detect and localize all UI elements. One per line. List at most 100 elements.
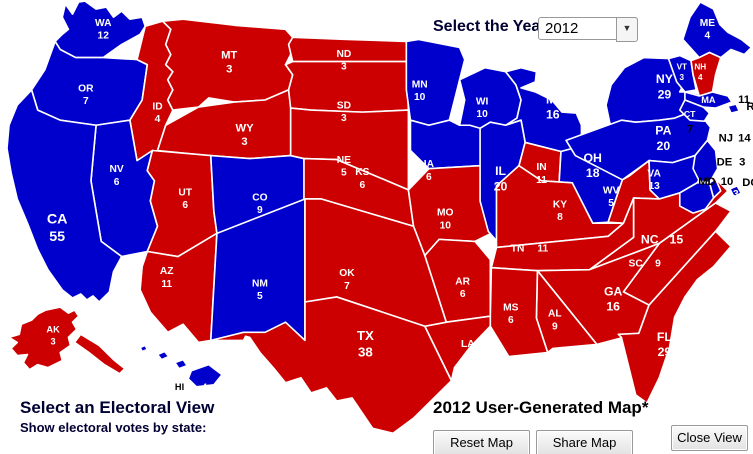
svg-text:55: 55 [49,229,65,245]
svg-text:16: 16 [546,108,560,122]
svg-text:9: 9 [257,205,263,216]
svg-text:5: 5 [608,198,614,209]
svg-text:IN: IN [536,162,546,173]
svg-text:MT: MT [221,50,237,62]
svg-text:OH: OH [584,151,602,165]
svg-text:20: 20 [494,179,508,193]
svg-text:MA: MA [701,95,716,105]
svg-text:20: 20 [657,139,671,153]
svg-text:FL: FL [657,330,673,344]
svg-text:ND: ND [337,49,352,60]
svg-text:3: 3 [51,336,56,346]
svg-text:MS: MS [503,303,519,314]
svg-text:TN: TN [511,244,525,255]
svg-text:11: 11 [161,279,172,290]
svg-text:HI: HI [175,382,184,392]
svg-text:4: 4 [155,114,161,125]
svg-text:RI: RI [746,101,753,113]
svg-text:AL: AL [548,309,562,320]
svg-text:PA: PA [655,124,671,138]
svg-text:6: 6 [460,289,466,300]
svg-text:16: 16 [606,300,620,314]
svg-text:13: 13 [648,181,660,192]
svg-text:12: 12 [98,30,110,41]
svg-text:3: 3 [739,157,745,169]
svg-text:3: 3 [680,73,685,82]
svg-text:UT: UT [178,188,192,199]
svg-text:CA: CA [47,212,68,228]
svg-text:OR: OR [78,83,94,94]
svg-text:6: 6 [508,315,514,326]
svg-text:VA: VA [647,168,661,179]
svg-text:14: 14 [738,132,751,144]
svg-text:38: 38 [358,345,373,360]
svg-text:3: 3 [341,113,347,124]
svg-text:NY: NY [656,72,673,86]
svg-text:3: 3 [226,63,232,75]
svg-text:OK: OK [339,268,355,279]
svg-text:3: 3 [241,136,247,148]
svg-text:SD: SD [337,101,351,112]
svg-text:15: 15 [670,232,684,246]
svg-text:NH: NH [694,63,706,72]
svg-text:11: 11 [536,175,547,186]
svg-text:5: 5 [257,291,263,302]
svg-text:IL: IL [495,164,506,178]
svg-text:9: 9 [655,259,661,270]
svg-text:CO: CO [252,193,267,204]
svg-text:AR: AR [455,276,470,287]
svg-text:NM: NM [252,278,268,289]
svg-text:NV: NV [109,164,123,175]
svg-text:MI: MI [546,93,560,107]
svg-text:10: 10 [440,220,452,231]
svg-text:6: 6 [114,177,120,188]
svg-text:SC: SC [629,259,644,270]
svg-text:KS: KS [355,167,369,178]
svg-text:ID: ID [152,102,162,113]
svg-text:AK: AK [46,324,60,334]
svg-text:10: 10 [476,109,488,120]
svg-text:MD: MD [698,176,715,188]
svg-text:NE: NE [337,155,351,166]
svg-text:WV: WV [603,185,620,196]
svg-text:29: 29 [658,345,672,359]
svg-text:MN: MN [412,79,428,90]
svg-text:18: 18 [586,166,600,180]
svg-text:KY: KY [553,200,567,211]
svg-text:MO: MO [437,208,454,219]
svg-text:4: 4 [202,382,208,392]
svg-text:10: 10 [721,176,734,188]
svg-text:6: 6 [182,200,188,211]
svg-text:VT: VT [677,63,687,72]
svg-text:GA: GA [604,284,623,298]
svg-text:DE: DE [717,157,733,169]
svg-text:5: 5 [341,168,347,179]
svg-text:NJ: NJ [719,132,733,144]
svg-text:7: 7 [687,123,693,135]
svg-text:7: 7 [344,281,350,292]
svg-text:11: 11 [537,244,548,255]
svg-text:29: 29 [658,87,672,101]
svg-text:3: 3 [341,62,347,73]
svg-text:WI: WI [476,97,489,108]
svg-text:AZ: AZ [160,266,174,277]
svg-text:6: 6 [359,180,365,191]
svg-text:10: 10 [414,92,426,103]
svg-text:8: 8 [465,352,471,363]
svg-text:4: 4 [698,73,703,82]
svg-text:6: 6 [426,172,432,183]
svg-text:WA: WA [95,18,112,29]
svg-text:WY: WY [235,122,254,134]
svg-text:IA: IA [424,159,435,170]
svg-text:TX: TX [357,328,374,343]
svg-text:9: 9 [552,321,558,332]
svg-text:CT: CT [684,109,696,119]
svg-text:DC: DC [742,177,753,189]
svg-text:7: 7 [83,96,89,107]
svg-text:3: 3 [733,189,739,200]
svg-text:8: 8 [557,212,563,223]
svg-text:LA: LA [461,339,475,350]
svg-text:4: 4 [705,30,711,41]
svg-text:NC: NC [641,232,659,246]
svg-text:ME: ME [700,18,716,29]
